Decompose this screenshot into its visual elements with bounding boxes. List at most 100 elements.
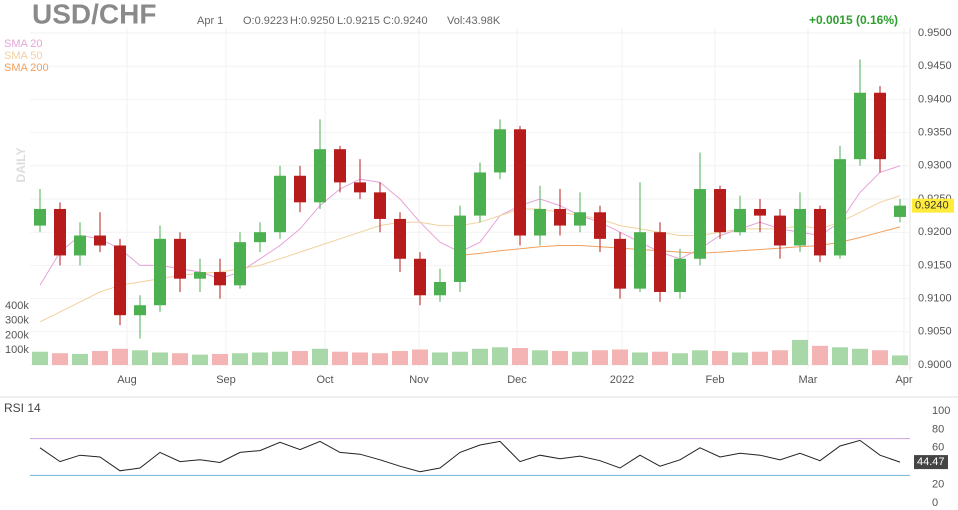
- volume-bar: [572, 351, 588, 365]
- bar-open: O:0.9223: [243, 15, 288, 27]
- candle-body: [634, 232, 646, 289]
- x-tick-label: Aug: [117, 374, 137, 386]
- volume-bar: [612, 349, 628, 365]
- candle-body: [214, 272, 226, 286]
- bar-volume: Vol:43.98K: [447, 15, 501, 27]
- candle-body: [454, 215, 466, 282]
- volume-bar: [492, 347, 508, 365]
- candle-body: [354, 182, 366, 193]
- volume-bar: [52, 353, 68, 365]
- candle-body: [874, 92, 886, 160]
- legend-label: SMA 200: [4, 62, 49, 74]
- candle-body: [494, 129, 506, 173]
- volume-bar: [192, 354, 208, 365]
- volume-bar: [632, 352, 648, 365]
- volume-bar: [292, 350, 308, 365]
- volume-tick-label: 200k: [5, 329, 29, 341]
- volume-bar: [72, 353, 88, 365]
- volume-bar: [772, 350, 788, 365]
- candle-body: [554, 208, 566, 226]
- x-tick-label: Apr: [895, 374, 912, 386]
- candle-body: [274, 175, 286, 233]
- volume-bar: [332, 351, 348, 365]
- rsi-line: [39, 439, 901, 473]
- candle-body: [894, 205, 906, 217]
- x-tick-label: 2022: [610, 374, 634, 386]
- candle-body: [294, 175, 306, 203]
- x-tick-label: Sep: [216, 374, 236, 386]
- y-tick-label: 0: [932, 497, 938, 509]
- y-tick-label: 0.9450: [918, 60, 952, 72]
- candle-body: [154, 238, 166, 306]
- candle-body: [54, 208, 66, 256]
- volume-bar: [112, 348, 128, 365]
- volume-bar: [512, 348, 528, 365]
- candle-body: [194, 272, 206, 279]
- volume-bar: [372, 353, 388, 365]
- volume-bar: [412, 349, 428, 365]
- candle-body: [534, 208, 546, 236]
- x-tick-label: Feb: [706, 374, 725, 386]
- candle-body: [314, 149, 326, 203]
- candle-body: [94, 235, 106, 246]
- candle-body: [854, 92, 866, 160]
- volume-bar: [812, 345, 828, 365]
- y-tick-label: 0.9200: [918, 226, 952, 238]
- candle-body: [134, 305, 146, 316]
- sma-line: [39, 195, 901, 323]
- candle-body: [234, 242, 246, 286]
- volume-bar: [132, 350, 148, 365]
- candle-body: [594, 212, 606, 239]
- legend-label: SMA 20: [4, 38, 43, 50]
- volume-tick-label: 400k: [5, 300, 29, 312]
- candle-body: [74, 235, 86, 256]
- volume-bar: [212, 353, 228, 365]
- rsi-last-label: 44.47: [917, 456, 945, 468]
- y-tick-label: 80: [932, 423, 944, 435]
- candle-body: [774, 215, 786, 246]
- candle-body: [714, 189, 726, 233]
- volume-bar: [352, 352, 368, 365]
- volume-bar: [792, 339, 808, 365]
- sma-line: [39, 165, 901, 286]
- candle-body: [114, 245, 126, 316]
- volume-bar: [252, 352, 268, 365]
- candle-body: [514, 129, 526, 236]
- y-tick-label: 100: [932, 405, 950, 417]
- candle-body: [814, 208, 826, 256]
- candle-body: [754, 208, 766, 216]
- candle-body: [794, 208, 806, 246]
- candle-body: [694, 189, 706, 259]
- volume-tick-label: 100k: [5, 344, 29, 356]
- volume-bar: [832, 347, 848, 365]
- y-tick-label: 0.9300: [918, 160, 952, 172]
- volume-bar: [652, 351, 668, 365]
- change: +0.0015 (0.16%): [809, 13, 898, 27]
- volume-bar: [532, 350, 548, 365]
- candle-body: [334, 149, 346, 183]
- candle-body: [654, 232, 666, 292]
- volume-tick-label: 300k: [5, 315, 29, 327]
- candle-body: [834, 159, 846, 256]
- bar-date: Apr 1: [197, 15, 223, 27]
- volume-bar: [272, 351, 288, 365]
- candle-body: [574, 212, 586, 226]
- volume-bar: [172, 353, 188, 365]
- period-label: DAILY: [14, 148, 28, 183]
- volume-bar: [872, 350, 888, 365]
- rsi-title: RSI 14: [4, 401, 41, 415]
- volume-bar: [852, 348, 868, 365]
- y-tick-label: 0.9350: [918, 127, 952, 139]
- candle-body: [34, 208, 46, 226]
- candle-body: [734, 208, 746, 233]
- candle-body: [674, 258, 686, 292]
- y-tick-label: 0.9150: [918, 259, 952, 271]
- candle-body: [414, 258, 426, 296]
- x-tick-label: Mar: [799, 374, 818, 386]
- volume-bar: [752, 351, 768, 365]
- volume-bar: [592, 350, 608, 365]
- symbol: USD/CHF: [32, 0, 156, 29]
- volume-bar: [32, 351, 48, 365]
- bar-close: C:0.9240: [383, 15, 428, 27]
